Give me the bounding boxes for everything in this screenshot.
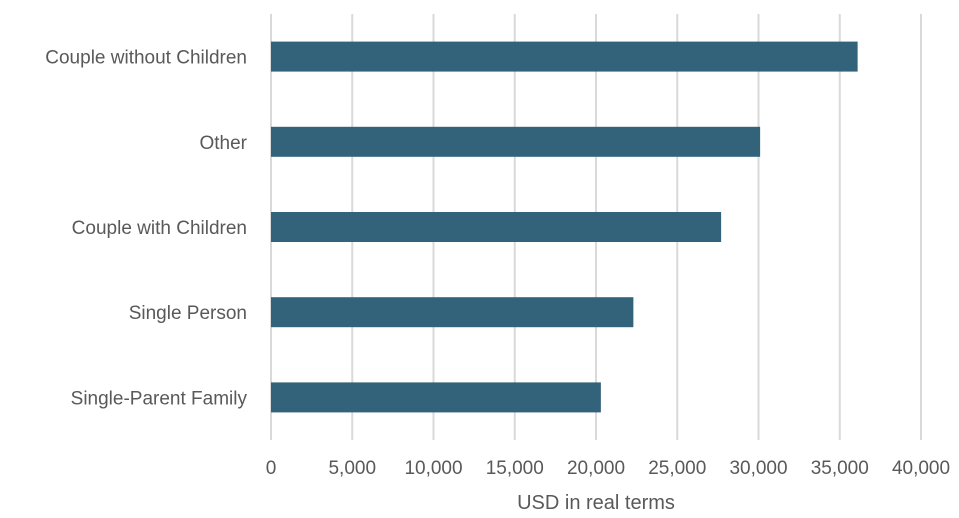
x-tick-label: 0 bbox=[266, 458, 277, 479]
bar bbox=[271, 382, 601, 413]
category-label: Other bbox=[199, 133, 247, 154]
x-tick-label: 15,000 bbox=[486, 458, 544, 479]
x-axis-title: USD in real terms bbox=[517, 492, 675, 514]
category-label: Couple without Children bbox=[45, 48, 247, 69]
x-tick-labels: 0 5,000 10,000 15,000 20,000 25,000 30,000 35,0… bbox=[266, 458, 950, 479]
category-label: Single Person bbox=[129, 303, 247, 324]
x-tick-label: 35,000 bbox=[811, 458, 869, 479]
x-tick-label: 25,000 bbox=[648, 458, 706, 479]
category-label: Single-Parent Family bbox=[71, 388, 248, 409]
x-tick-label: 10,000 bbox=[404, 458, 462, 479]
bar bbox=[271, 126, 761, 157]
bar bbox=[271, 212, 722, 242]
category-label: Couple with Children bbox=[72, 218, 247, 239]
x-tick-label: 30,000 bbox=[729, 458, 787, 479]
bars bbox=[271, 41, 858, 413]
bar bbox=[271, 297, 634, 328]
x-tick-label: 40,000 bbox=[892, 458, 950, 479]
category-labels: Couple without Children Other Couple with … bbox=[45, 48, 247, 410]
bar bbox=[271, 41, 858, 72]
x-tick-label: 5,000 bbox=[328, 458, 376, 479]
x-tick-label: 20,000 bbox=[567, 458, 625, 479]
